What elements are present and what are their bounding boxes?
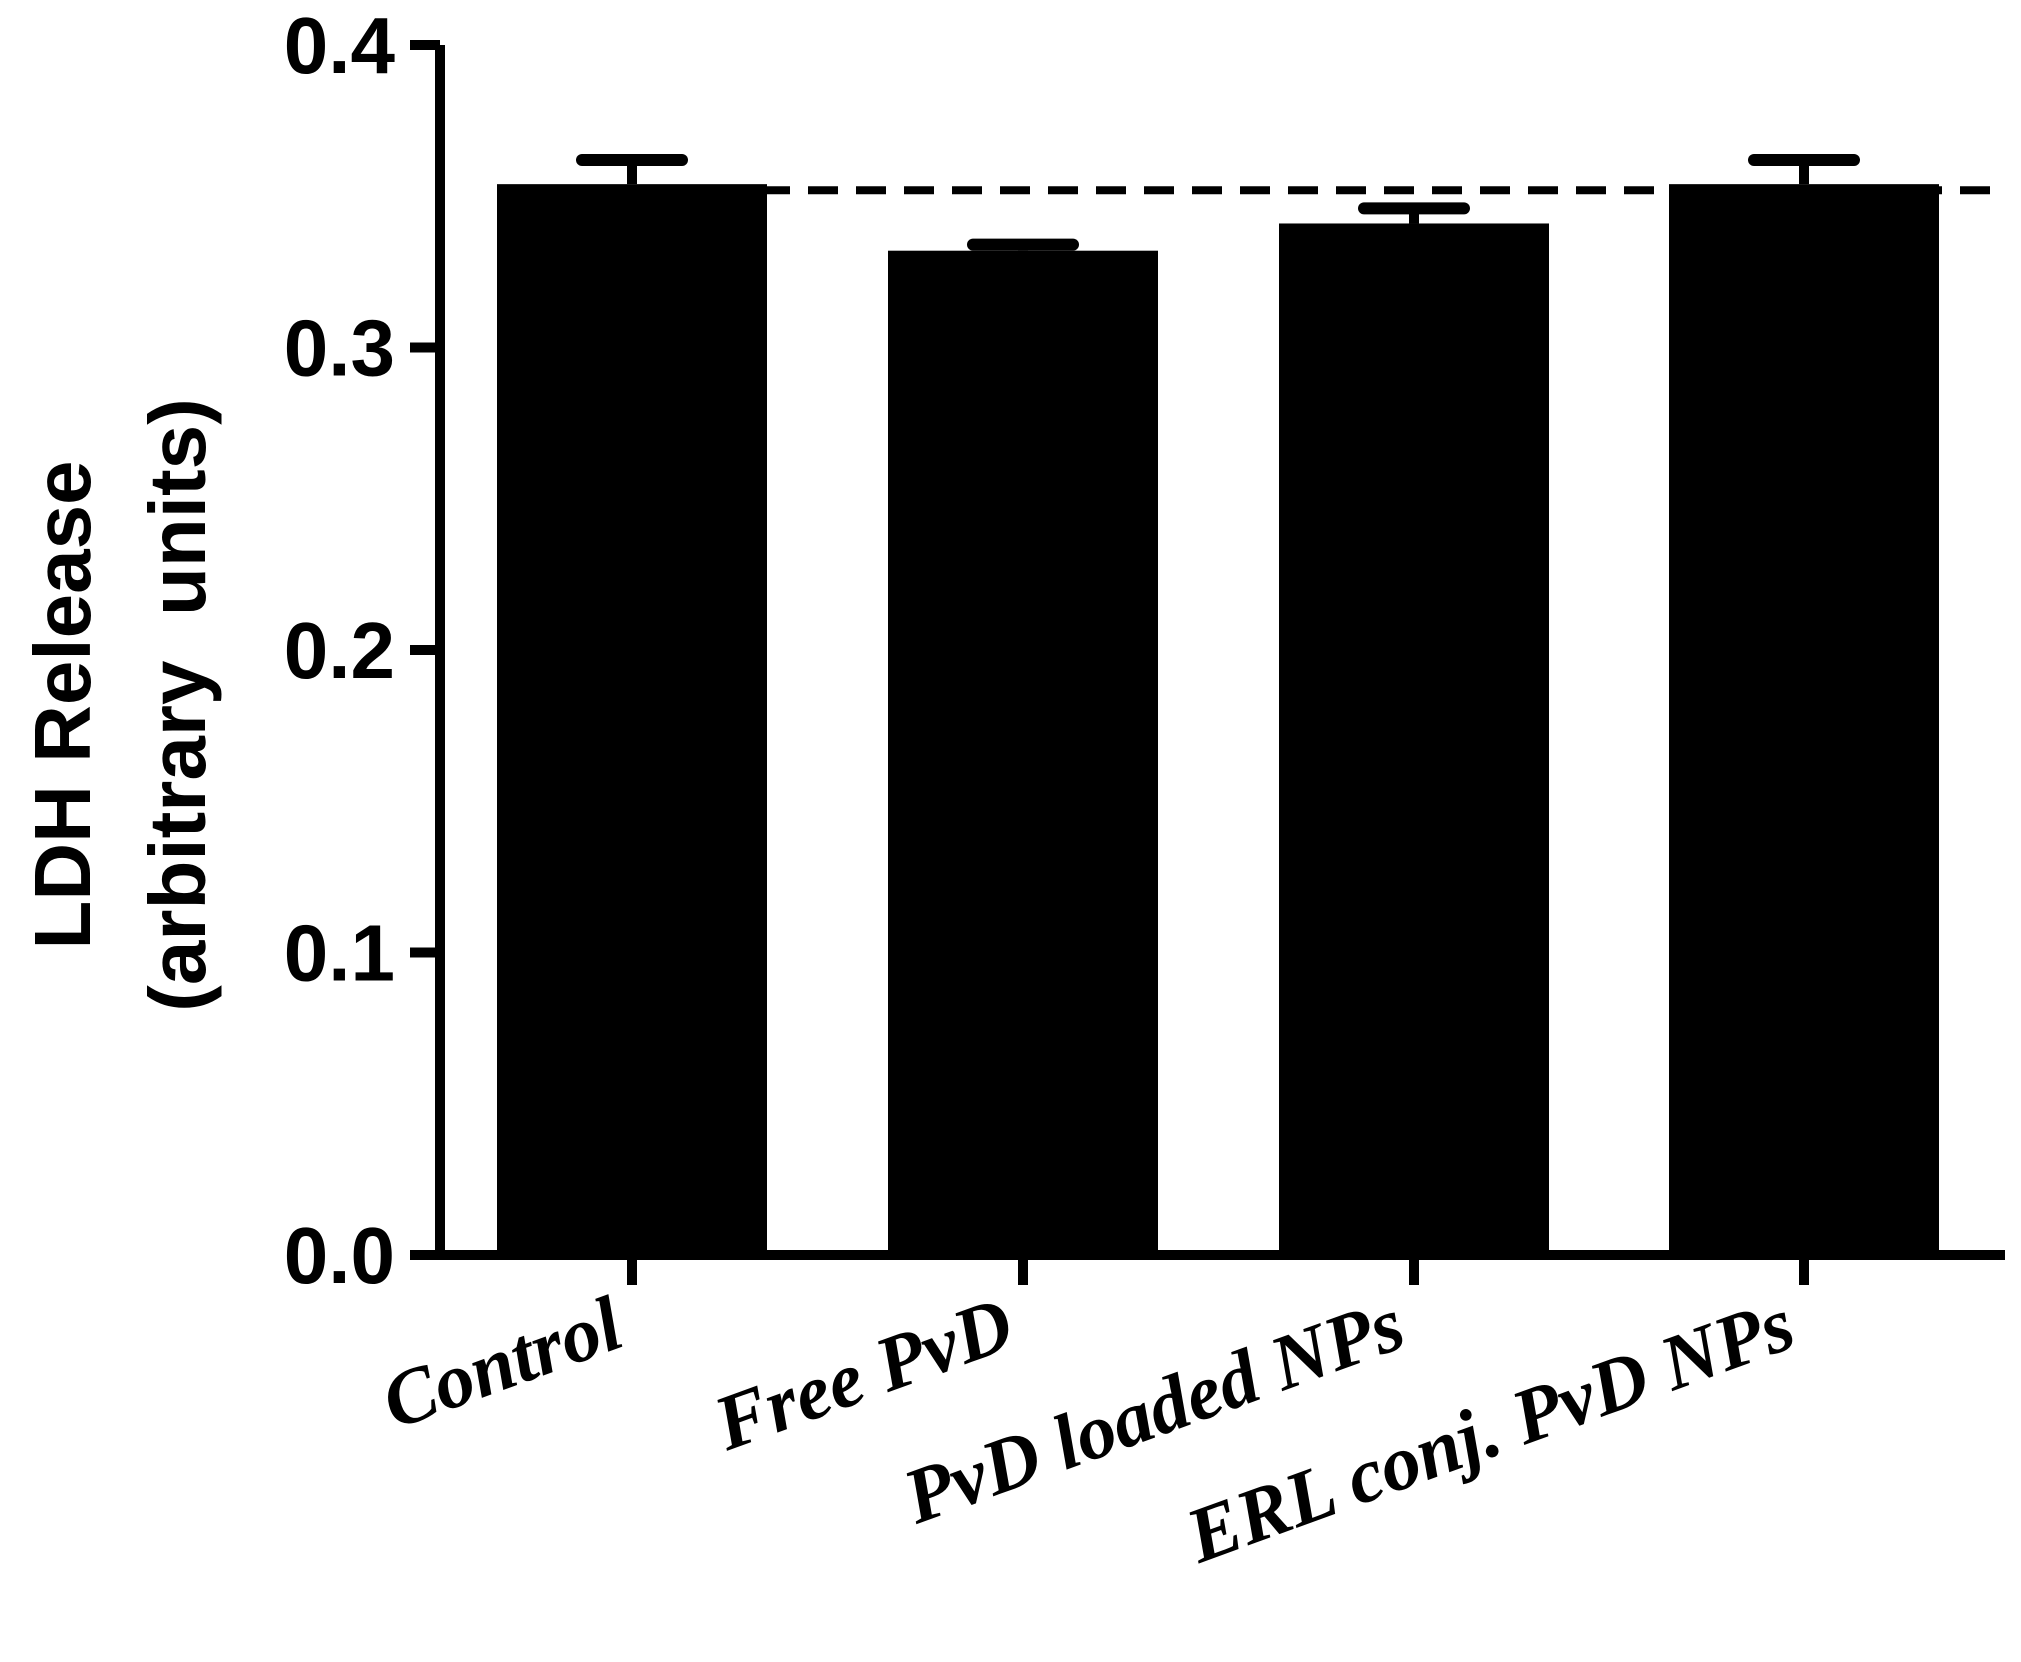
y-tick-label: 0.1 <box>284 909 395 998</box>
axes <box>435 45 2005 1260</box>
y-tick-label: 0.3 <box>284 304 395 393</box>
bar <box>1669 184 1939 1255</box>
x-axis-ticks <box>627 1255 1809 1285</box>
bar <box>1279 223 1549 1256</box>
bar <box>888 250 1158 1255</box>
y-tick-label: 0.2 <box>284 606 395 695</box>
y-axis-label-line2: (arbitrary units) <box>133 398 222 1011</box>
bar <box>497 184 767 1255</box>
y-axis-label: LDH Release (arbitrary units) <box>18 398 222 1011</box>
error-bars <box>576 153 1860 251</box>
y-axis-label-line1: LDH Release <box>18 460 107 949</box>
y-tick-label: 0.4 <box>284 1 396 90</box>
x-category-label: Control <box>371 1279 633 1445</box>
bars <box>497 184 1939 1256</box>
y-tick-label: 0.0 <box>284 1211 395 1300</box>
y-axis-ticks: 0.0 0.1 0.2 0.3 0.4 <box>284 1 440 1300</box>
